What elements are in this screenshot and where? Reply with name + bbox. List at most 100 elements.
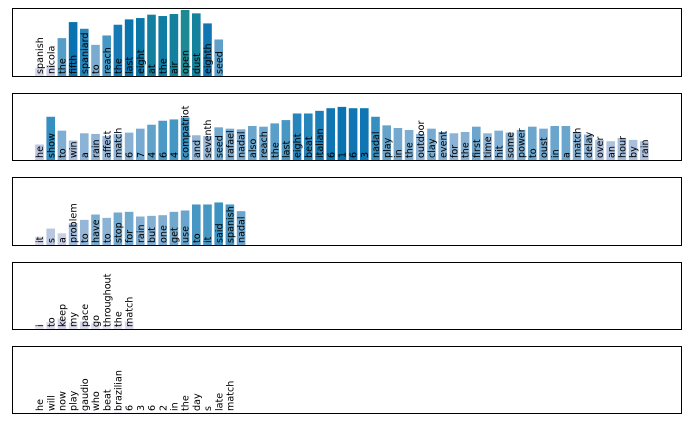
tick-label: oust bbox=[539, 137, 550, 158]
tick-label: s bbox=[203, 406, 214, 411]
tick-label: problem bbox=[69, 203, 80, 243]
tick-label: to bbox=[58, 148, 69, 158]
tick-label: 1 bbox=[338, 152, 349, 158]
tick-label: my bbox=[69, 312, 80, 327]
tick-label: eight bbox=[136, 49, 147, 74]
tick-label: compatriot bbox=[181, 105, 192, 158]
tick-label: the bbox=[58, 58, 69, 74]
bar bbox=[236, 129, 246, 161]
tick-label: go bbox=[91, 315, 102, 327]
tick-label: beat bbox=[102, 389, 113, 411]
tick-label: hit bbox=[494, 145, 505, 158]
tick-label: late bbox=[214, 393, 225, 411]
bar bbox=[68, 140, 78, 161]
bar bbox=[124, 321, 134, 330]
tick-label: it bbox=[203, 236, 214, 243]
tick-label: one bbox=[158, 225, 169, 243]
tick-label: seventh bbox=[203, 120, 214, 158]
chart-panel-1: spanish nicola the fifth spaniard to reach the l… bbox=[12, 8, 682, 78]
tick-label: match bbox=[114, 128, 125, 158]
tick-label: spanish bbox=[226, 206, 237, 243]
tick-label: eight bbox=[293, 133, 304, 158]
tick-label: a bbox=[80, 152, 91, 158]
bar bbox=[214, 127, 223, 161]
tick-label: nicola bbox=[46, 46, 57, 74]
tick-label: 6 bbox=[349, 152, 360, 158]
tick-label: affect bbox=[102, 130, 113, 158]
tick-label: nadal bbox=[371, 131, 382, 158]
bar bbox=[326, 108, 335, 161]
tick-label: use bbox=[181, 226, 192, 243]
bar bbox=[572, 131, 582, 161]
bar bbox=[203, 135, 212, 161]
tick-label: said bbox=[214, 223, 225, 243]
bar bbox=[147, 14, 156, 78]
bar bbox=[617, 137, 627, 161]
bar bbox=[68, 322, 78, 330]
bar bbox=[214, 202, 223, 246]
tick-label: he bbox=[35, 146, 46, 158]
bar bbox=[147, 124, 156, 161]
tick-label: 6 bbox=[158, 152, 169, 158]
bar bbox=[337, 106, 347, 161]
bar bbox=[169, 119, 179, 161]
tick-label: 4 bbox=[147, 152, 158, 158]
tick-label: win bbox=[69, 141, 80, 158]
bar bbox=[113, 212, 123, 246]
tick-label: also bbox=[248, 138, 259, 158]
tick-label: will bbox=[46, 395, 57, 411]
bar bbox=[360, 108, 369, 161]
tick-label: and bbox=[192, 140, 203, 158]
bar bbox=[136, 128, 145, 161]
tick-label: for bbox=[450, 145, 461, 158]
bar bbox=[483, 133, 492, 161]
tick-label: hour bbox=[618, 136, 629, 158]
bar bbox=[315, 110, 324, 161]
bar bbox=[80, 219, 89, 246]
bar bbox=[236, 211, 246, 246]
tick-label: it bbox=[35, 236, 46, 243]
chart-panel-3: it s a problem to have to stop for rain but one get u… bbox=[12, 177, 682, 246]
bar bbox=[35, 324, 44, 330]
bar bbox=[180, 210, 190, 246]
tick-label: first bbox=[472, 139, 483, 158]
bar bbox=[124, 211, 134, 246]
panel-frame bbox=[12, 177, 682, 246]
panel-frame bbox=[12, 93, 682, 161]
tick-label: play bbox=[69, 390, 80, 411]
bar bbox=[281, 120, 291, 161]
tick-label: brazilian bbox=[114, 370, 125, 411]
tick-label: now bbox=[58, 391, 69, 411]
tick-label: eighth bbox=[203, 43, 214, 74]
bar bbox=[225, 204, 235, 246]
bar bbox=[113, 324, 123, 330]
bar bbox=[91, 323, 100, 330]
tick-label: gaudio bbox=[80, 378, 91, 411]
tick-label: in bbox=[170, 402, 181, 411]
bar bbox=[561, 126, 571, 161]
bar bbox=[438, 131, 447, 161]
bar bbox=[169, 211, 179, 246]
tick-label: nadal bbox=[237, 131, 248, 158]
tick-label: show bbox=[46, 133, 57, 158]
tick-label: reach bbox=[259, 131, 270, 158]
tick-label: to bbox=[528, 148, 539, 158]
bar bbox=[80, 321, 89, 330]
tick-label: spaniard bbox=[80, 33, 91, 74]
tick-label: have bbox=[91, 219, 102, 243]
tick-label: clay bbox=[427, 138, 438, 158]
tick-label: 6 bbox=[125, 405, 136, 411]
chart-panel-4: i to keep my pace go throughout the match bbox=[12, 262, 682, 330]
bar bbox=[46, 228, 55, 246]
bar bbox=[158, 120, 167, 161]
tick-label: outdoor bbox=[416, 120, 427, 158]
tick-label: 6 bbox=[326, 152, 337, 158]
bar bbox=[304, 113, 313, 161]
bar bbox=[449, 133, 459, 161]
tick-label: a bbox=[58, 237, 69, 243]
bar bbox=[494, 130, 503, 161]
bar bbox=[124, 132, 134, 161]
bar bbox=[180, 10, 190, 77]
bar bbox=[80, 28, 89, 77]
bar bbox=[259, 126, 268, 161]
